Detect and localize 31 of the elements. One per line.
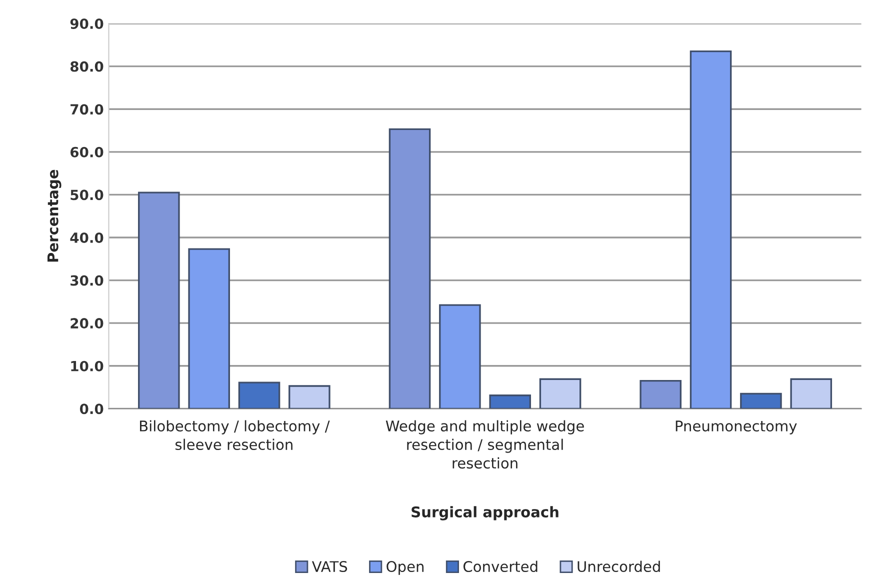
y-tick-label: 20.0	[70, 318, 104, 329]
legend-label: Open	[386, 561, 424, 575]
y-tick-label: 70.0	[70, 104, 104, 115]
y-tick-label: 40.0	[70, 232, 104, 243]
x-tick-label: Bilobectomy / lobectomy / sleeve resection	[140, 420, 330, 450]
bar	[640, 380, 682, 409]
bar	[690, 50, 732, 409]
bar	[138, 192, 180, 409]
bar	[790, 378, 832, 409]
bar	[288, 385, 330, 409]
bar	[439, 304, 481, 409]
y-tick-label: 10.0	[71, 360, 104, 372]
y-tick-label: 30.0	[70, 275, 104, 286]
bar	[388, 128, 431, 409]
y-tick-label: 0.0	[80, 404, 104, 414]
bar	[238, 382, 280, 409]
y-tick-label: 50.0	[70, 190, 104, 200]
x-axis-title: Surgical approach	[412, 506, 558, 520]
y-tick-label: 90.0	[70, 18, 104, 29]
y-tick-label: 60.0	[70, 146, 104, 158]
legend-label: VATS	[312, 561, 348, 572]
bar	[740, 392, 782, 409]
x-tick-label: Wedge and multiple wedge resection / segmental resection	[386, 420, 584, 469]
bar	[188, 248, 230, 409]
y-tick-label: 80.0	[70, 61, 104, 72]
bar	[489, 394, 532, 409]
y-axis-title: Percentage	[48, 170, 62, 262]
x-tick-label: Pneumonectomy	[676, 420, 797, 434]
bar	[539, 378, 582, 409]
legend-label: Unrecorded	[578, 560, 660, 572]
legend-label: Converted	[463, 560, 538, 572]
